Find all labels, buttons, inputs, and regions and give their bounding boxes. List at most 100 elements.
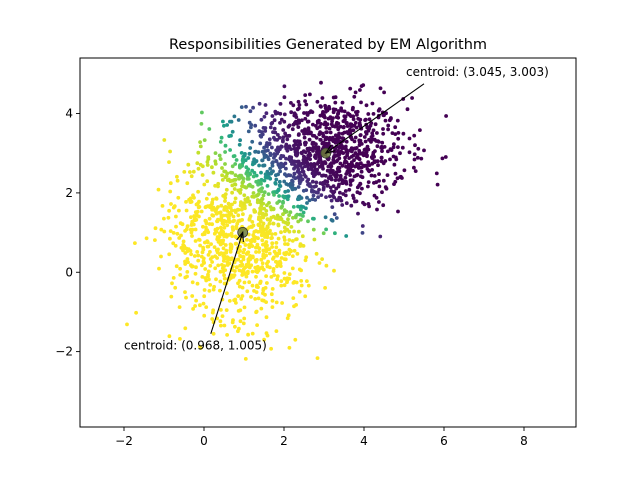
data-point [202,260,206,265]
data-point [348,178,353,183]
data-point [281,201,285,205]
data-point [171,231,176,235]
data-point [372,154,376,159]
data-point [288,173,293,178]
data-point [239,175,244,179]
data-point [440,156,445,161]
data-point [296,185,301,189]
data-point [192,254,197,258]
data-point [309,130,313,135]
data-point [369,135,374,139]
data-point [323,106,328,111]
plot-frame [79,57,577,428]
data-point [153,226,158,231]
data-point [228,242,233,247]
data-point [193,271,198,276]
data-point [262,178,267,183]
data-point [331,95,336,100]
data-point [286,194,291,199]
data-point [365,163,369,168]
data-point [355,185,360,190]
data-point [224,308,229,312]
data-point [190,234,194,238]
data-point [167,334,172,339]
data-point [324,227,328,232]
data-point [324,263,329,268]
data-point [205,228,210,233]
data-point [327,106,332,111]
data-point [343,117,347,122]
data-point [400,176,404,180]
data-point [270,287,275,291]
data-point [263,172,268,177]
data-point [199,254,204,259]
data-point [300,169,305,174]
data-point [173,243,178,248]
data-point [250,220,255,224]
data-point [188,200,193,205]
data-point [419,156,424,161]
data-point [204,204,209,209]
data-point [267,247,272,252]
data-point [320,160,325,165]
data-point [260,233,264,238]
data-point [319,104,323,109]
data-point [234,158,239,162]
data-point [171,276,176,280]
data-point [310,171,315,176]
data-point [274,159,279,163]
data-point [270,241,275,246]
data-point [364,103,369,108]
data-point [318,137,323,142]
data-point [162,138,167,142]
data-point [284,250,289,255]
data-point [207,222,212,226]
data-point [274,173,278,178]
data-point [238,203,243,208]
data-point [194,298,199,303]
data-point [269,121,274,126]
data-point [175,178,180,183]
data-point [272,126,277,131]
data-point [202,288,207,292]
data-point [296,229,301,234]
data-point [168,181,173,186]
chart-title: Responsibilities Generated by EM Algorit… [169,37,487,53]
data-point [282,112,287,117]
data-point [242,316,247,321]
data-point [366,168,371,173]
data-point [242,305,247,310]
data-point [288,210,293,215]
data-point [354,146,359,150]
data-point [339,198,344,203]
data-point [319,193,324,198]
data-point [320,141,325,146]
data-point [349,124,353,129]
data-point [282,95,287,100]
data-point [215,226,220,231]
data-point [293,163,297,167]
x-tick-label: −2 [115,434,133,448]
data-point [174,264,179,269]
data-point [182,170,187,174]
data-point [271,160,275,165]
data-point [251,174,256,179]
data-point [293,337,298,342]
data-point [262,155,267,160]
data-point [166,215,171,220]
data-point [229,231,234,236]
data-point [327,126,332,131]
data-point [321,166,325,171]
data-point [260,149,265,154]
data-point [221,231,226,236]
data-point [356,166,361,170]
data-point [319,80,323,85]
data-point [303,258,308,263]
data-point [311,122,315,127]
data-point [200,164,205,169]
data-point [261,221,266,226]
data-point [301,214,305,218]
data-point [377,172,381,177]
data-point [207,192,211,196]
